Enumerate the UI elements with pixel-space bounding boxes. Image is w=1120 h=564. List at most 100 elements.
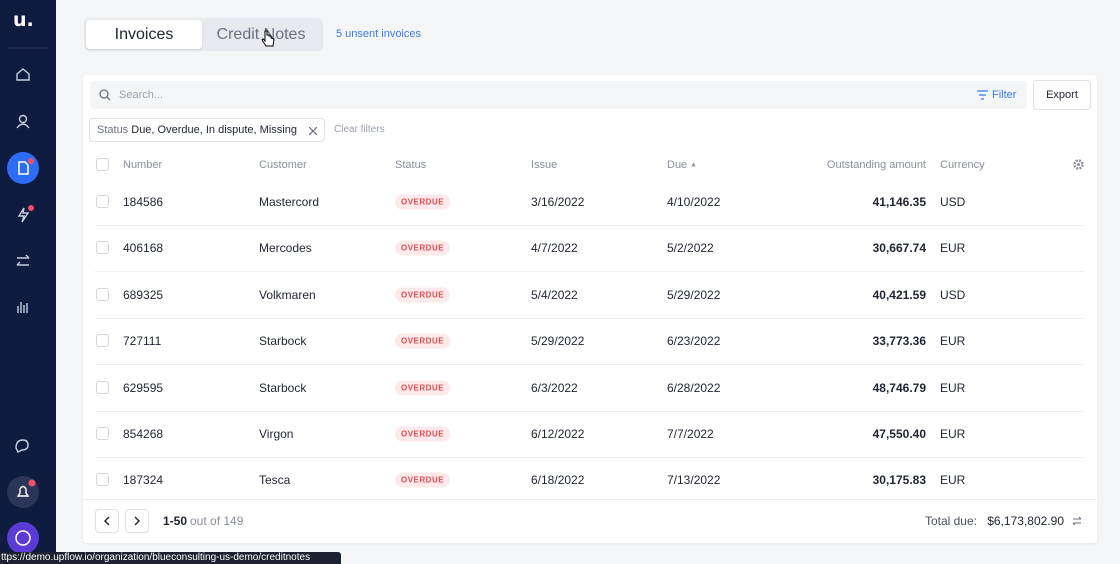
- sidebar: u.: [0, 0, 56, 564]
- column-header[interactable]: Due: [667, 159, 688, 171]
- checkbox[interactable]: [96, 195, 109, 208]
- invoice-number[interactable]: 727111: [123, 334, 162, 349]
- checkbox[interactable]: [96, 380, 109, 394]
- table-cell: EUR: [940, 473, 966, 488]
- table-cell: 7/13/2022: [667, 473, 721, 488]
- invoice-number[interactable]: 629595: [123, 380, 164, 395]
- table-cell: 6/23/2022: [667, 334, 721, 349]
- chip-label: Status: [97, 124, 129, 136]
- table-cell: Volkmaren: [259, 287, 316, 302]
- column-header[interactable]: Issue: [531, 159, 558, 171]
- checkbox[interactable]: [96, 287, 109, 301]
- next-page[interactable]: [125, 509, 149, 533]
- status-badge: OVERDUE: [395, 426, 451, 442]
- row-divider: [95, 317, 1084, 319]
- table-cell: Mercodes: [259, 241, 312, 256]
- bell-icon: [16, 485, 30, 497]
- home-icon[interactable]: [16, 68, 30, 81]
- table-cell: 41,146.35: [872, 195, 926, 209]
- table-cell: 33,773.36: [872, 334, 926, 349]
- checkbox[interactable]: [96, 473, 109, 487]
- tab-bar: Invoices Credit Notes: [84, 18, 323, 51]
- table-cell: 5/4/2022: [531, 287, 578, 302]
- filter-button[interactable]: Filter: [992, 89, 1017, 101]
- invoices-nav-active[interactable]: [7, 152, 39, 184]
- table-cell: EUR: [940, 427, 966, 441]
- avatar-icon: [15, 530, 31, 546]
- currency-switch[interactable]: [1072, 516, 1082, 526]
- table-cell: USD: [940, 195, 966, 209]
- chat-icon[interactable]: [15, 439, 29, 453]
- status-badge: OVERDUE: [395, 287, 451, 303]
- cursor: [261, 30, 275, 47]
- status-badge: OVERDUE: [395, 472, 451, 488]
- customer-icon[interactable]: [18, 114, 28, 124]
- invoice-card: Search... Filter Export Status Due, Over…: [83, 75, 1097, 543]
- search-icon: [99, 89, 111, 101]
- table-cell: 4/7/2022: [531, 241, 578, 256]
- checkbox[interactable]: [96, 334, 109, 348]
- logo[interactable]: u.: [13, 9, 34, 31]
- settings-icon[interactable]: [1073, 159, 1084, 170]
- column-header[interactable]: Status: [395, 159, 427, 171]
- total-value: $6,173,802.90: [987, 514, 1064, 528]
- row-divider: [95, 364, 1084, 366]
- column-header[interactable]: Outstanding amount: [826, 159, 926, 171]
- table-cell: 40,421.59: [872, 287, 926, 302]
- invoice-number[interactable]: 689325: [123, 287, 164, 302]
- search-bar[interactable]: Search... Filter: [90, 81, 1027, 109]
- search-placeholder: Search...: [119, 89, 164, 101]
- sort-indicator: ▲: [690, 161, 697, 169]
- export-button[interactable]: Export: [1033, 80, 1091, 110]
- reports-icon[interactable]: [17, 302, 28, 313]
- table-cell: 47,550.40: [872, 427, 926, 441]
- table-cell: EUR: [940, 241, 966, 256]
- table-cell: 7/7/2022: [667, 427, 714, 441]
- invoice-number[interactable]: 187324: [123, 473, 164, 488]
- chip-remove[interactable]: [309, 127, 317, 135]
- checkbox[interactable]: [96, 427, 109, 440]
- column-header[interactable]: Currency: [940, 159, 985, 171]
- row-divider: [95, 410, 1084, 412]
- payments-icon[interactable]: [16, 254, 30, 266]
- unsent-link[interactable]: 5 unsent invoices: [336, 28, 421, 40]
- table-cell: Starbock: [259, 334, 307, 349]
- notification-dot: [28, 205, 34, 211]
- page-total: out of 149: [190, 514, 244, 528]
- chip-value: Due, Overdue, In dispute, Missing: [131, 124, 297, 136]
- table-cell: 6/12/2022: [531, 427, 585, 441]
- invoice-number[interactable]: 854268: [123, 427, 164, 441]
- notification-dot: [28, 158, 34, 164]
- footer-divider: [83, 499, 1097, 500]
- row-divider: [95, 457, 1084, 458]
- status-badge: OVERDUE: [395, 380, 451, 396]
- table-cell: 5/2/2022: [667, 241, 714, 256]
- notification-dot: [28, 479, 36, 487]
- filter-icon: [977, 90, 988, 100]
- row-divider: [95, 225, 1084, 226]
- table-cell: 30,175.83: [872, 473, 926, 488]
- table-cell: 48,746.79: [872, 380, 926, 395]
- checkbox[interactable]: [96, 158, 109, 171]
- status-badge: OVERDUE: [395, 333, 451, 349]
- invoice-number[interactable]: 406168: [123, 241, 164, 256]
- actions-icon[interactable]: [17, 207, 30, 223]
- tab[interactable]: Invoices: [86, 20, 202, 49]
- invoice-number[interactable]: 184586: [123, 195, 164, 209]
- avatar[interactable]: [7, 522, 39, 554]
- table-cell: Virgon: [259, 427, 294, 441]
- table-cell: Tesca: [259, 473, 291, 488]
- prev-page[interactable]: [95, 509, 119, 533]
- status-badge: OVERDUE: [395, 240, 451, 256]
- table-cell: EUR: [940, 380, 966, 395]
- total-label: Total due:: [924, 514, 977, 528]
- checkbox[interactable]: [96, 241, 109, 255]
- clear-filters[interactable]: Clear filters: [334, 124, 385, 135]
- invoice-icon: [18, 161, 29, 175]
- column-header[interactable]: Customer: [259, 159, 307, 171]
- filter-chip[interactable]: Status Due, Overdue, In dispute, Missing: [89, 118, 325, 142]
- column-header[interactable]: Number: [123, 159, 163, 171]
- table-cell: USD: [940, 287, 966, 302]
- tab[interactable]: Credit Notes: [216, 26, 306, 43]
